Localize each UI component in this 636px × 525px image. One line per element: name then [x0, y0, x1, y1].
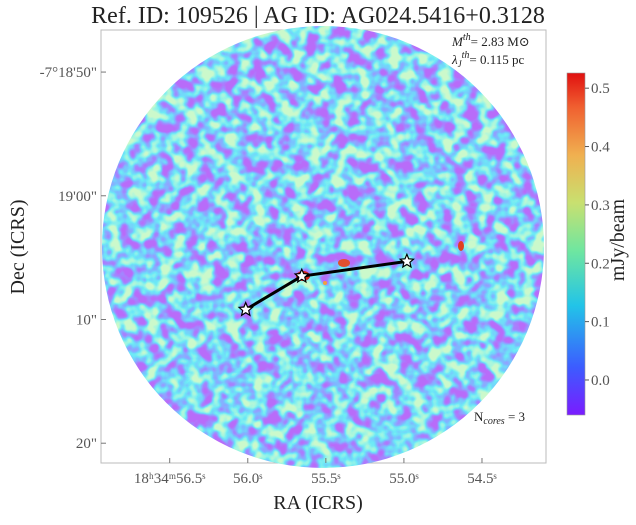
colorbar	[566, 72, 586, 416]
text: = 2.83 M⊙	[471, 34, 530, 49]
colorbar-tick-label: 0.4	[591, 140, 610, 156]
cores-annotation: Ncores = 3	[474, 409, 525, 427]
x-tick-label: 54.5ˢ	[467, 471, 496, 487]
symbol: λ	[451, 52, 458, 67]
x-tick-label: 18ʰ34ᵐ56.5ˢ	[134, 471, 206, 487]
colorbar-label: mJy/beam	[607, 198, 629, 281]
core-marker	[398, 252, 415, 269]
text: = 3	[505, 409, 525, 424]
mass-annotation: Mth= 2.83 M⊙	[451, 32, 530, 49]
y-tick-label: 10"	[76, 312, 97, 328]
colorbar-tick-label: 0.2	[591, 256, 610, 272]
length-annotation: λJth= 0.115 pc	[451, 50, 525, 69]
symbol: M	[451, 34, 464, 49]
chart-title: Ref. ID: 109526 | AG ID: AG024.5416+0.31…	[91, 3, 545, 29]
core-marker	[293, 267, 310, 284]
y-tick-label: 19'00"	[58, 189, 97, 205]
colorbar-tick-label: 0.1	[591, 315, 610, 331]
text: = 0.115 pc	[469, 52, 524, 67]
y-tick-label: -7°18'50"	[40, 65, 97, 81]
y-axis-label: Dec (ICRS)	[7, 200, 29, 295]
sup: th	[462, 50, 470, 61]
sub: J	[458, 59, 463, 69]
core-marker	[237, 301, 254, 317]
x-tick-label: 56.0ˢ	[233, 471, 262, 487]
colorbar-tick-label: 0.0	[591, 373, 610, 389]
colorbar-tick-label: 0.3	[591, 198, 610, 214]
x-tick-label: 55.0ˢ	[389, 471, 418, 487]
x-axis-label: RA (ICRS)	[273, 492, 362, 514]
symbol: N	[474, 409, 484, 424]
intensity-map	[102, 26, 544, 468]
x-tick-label: 55.5ˢ	[311, 471, 340, 487]
sup: th	[463, 32, 471, 43]
sub: cores	[483, 416, 504, 427]
y-tick-label: 20"	[76, 436, 97, 452]
colorbar-tick-label: 0.5	[591, 81, 610, 97]
